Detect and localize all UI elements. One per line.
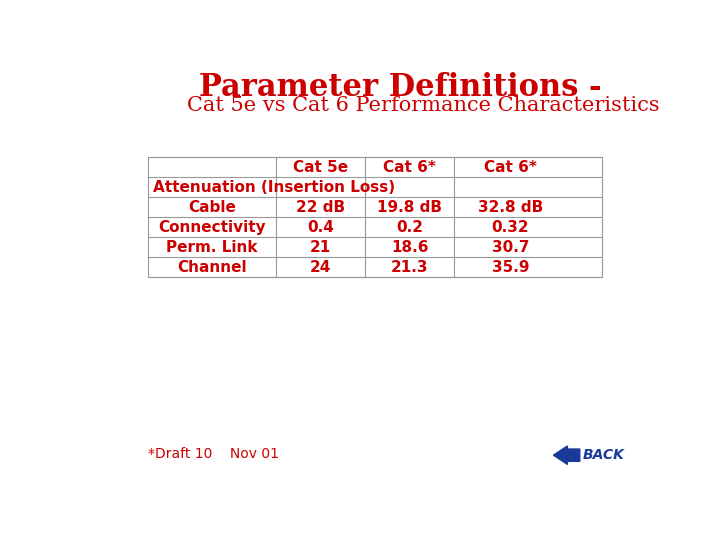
Text: BACK: BACK (583, 448, 625, 462)
Text: 0.4: 0.4 (307, 220, 334, 235)
Text: Cat 6*: Cat 6* (484, 160, 537, 175)
Text: Attenuation (Insertion Loss): Attenuation (Insertion Loss) (153, 180, 395, 195)
Text: 22 dB: 22 dB (296, 200, 345, 215)
Text: 21: 21 (310, 240, 331, 255)
Text: 19.8 dB: 19.8 dB (377, 200, 442, 215)
Text: 0.32: 0.32 (492, 220, 529, 235)
Text: 32.8 dB: 32.8 dB (478, 200, 543, 215)
Text: 24: 24 (310, 260, 331, 275)
Bar (148, 157, 601, 278)
Text: Channel: Channel (177, 260, 247, 275)
Text: 18.6: 18.6 (391, 240, 428, 255)
Text: Connectivity: Connectivity (158, 220, 266, 235)
Text: 35.9: 35.9 (492, 260, 529, 275)
Text: 21.3: 21.3 (391, 260, 428, 275)
Text: Parameter Definitions -: Parameter Definitions - (199, 72, 601, 103)
Text: Cat 5e: Cat 5e (293, 160, 348, 175)
Text: *Draft 10    Nov 01: *Draft 10 Nov 01 (148, 447, 279, 461)
Text: 0.2: 0.2 (396, 220, 423, 235)
Text: Cat 6*: Cat 6* (383, 160, 436, 175)
FancyArrow shape (554, 446, 580, 464)
Text: Cable: Cable (188, 200, 236, 215)
Text: Cat 5e vs Cat 6 Performance Characteristics: Cat 5e vs Cat 6 Performance Characterist… (187, 96, 660, 115)
Text: Perm. Link: Perm. Link (166, 240, 258, 255)
Text: 30.7: 30.7 (492, 240, 529, 255)
